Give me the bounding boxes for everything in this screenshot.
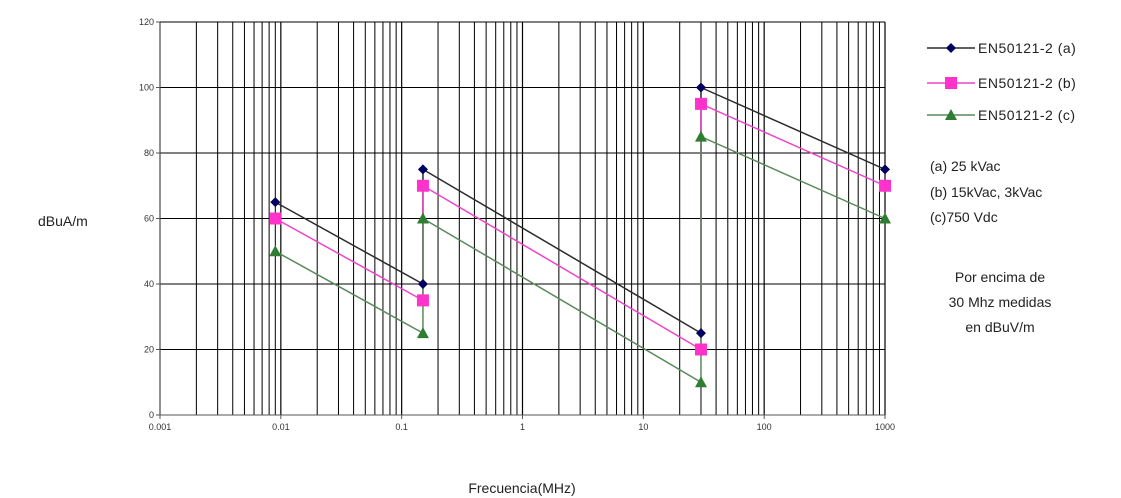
- series-c-point: [694, 376, 707, 388]
- legend-marker-c: [945, 109, 957, 120]
- series-a-point: [880, 164, 890, 175]
- series-a-point: [417, 164, 428, 175]
- y-tick-label: 0: [149, 410, 154, 420]
- series-b-point: [416, 294, 429, 307]
- y-tick-label: 100: [139, 83, 154, 93]
- series-c-segment: [274, 250, 424, 334]
- series-b-segment: [422, 185, 702, 351]
- series-b-point: [416, 179, 429, 192]
- series-b-segment: [274, 217, 424, 302]
- legend: EN50121-2 (a) EN50121-2 (b) EN50121-2 (c): [927, 40, 1076, 123]
- series-a-segment: [422, 168, 702, 334]
- legend-marker-b: [945, 77, 957, 89]
- x-tick-label: 0.01: [272, 422, 290, 432]
- note-voltage-c: (c)750 Vdc: [930, 209, 998, 225]
- y-tick-label: 20: [144, 345, 154, 355]
- series-b-segment: [700, 103, 886, 187]
- voltage-notes: (a) 25 kVac (b) 15kVac, 3kVac (c)750 Vdc: [930, 158, 1042, 225]
- series-a-point: [695, 328, 706, 339]
- note-voltage-b: (b) 15kVac, 3kVac: [930, 184, 1042, 200]
- y-tick-label: 40: [144, 279, 154, 289]
- x-tick-label: 100: [757, 422, 772, 432]
- note-measurement-line-1: Por encima de: [955, 269, 1045, 285]
- y-axis-title: dBuA/m: [38, 213, 88, 229]
- series-c-point: [416, 327, 429, 339]
- series-b-point: [269, 212, 282, 225]
- legend-label-a: EN50121-2 (a): [978, 40, 1076, 56]
- series-b-point: [694, 343, 707, 356]
- legend-label-c: EN50121-2 (c): [978, 107, 1076, 123]
- series-a-point: [270, 197, 281, 208]
- series-a-segment: [700, 86, 886, 171]
- note-measurement-line-3: en dBuV/m: [965, 319, 1034, 335]
- x-tick-label: 1000: [875, 422, 895, 432]
- series-c-point: [879, 212, 891, 224]
- tick-labels: 0 20 40 60 80 100 120 0.001 0.01 0.1 1 10 100 1000: [139, 17, 895, 432]
- x-tick-label: 0.1: [395, 422, 408, 432]
- series-a-point: [417, 279, 428, 289]
- series-b-point: [879, 179, 891, 192]
- x-tick-label: 0.001: [149, 422, 172, 432]
- series-c-point: [416, 212, 429, 224]
- grid: [159, 21, 886, 416]
- legend-marker-a: [946, 43, 956, 53]
- note-measurement-line-2: 30 Mhz medidas: [949, 294, 1052, 310]
- note-voltage-a: (a) 25 kVac: [930, 158, 1001, 174]
- legend-label-b: EN50121-2 (b): [978, 75, 1076, 91]
- series-c-segment: [700, 135, 886, 220]
- series-b-point: [694, 97, 707, 110]
- series-c-point: [269, 245, 282, 257]
- series-a-point: [695, 82, 706, 93]
- axes: [156, 21, 886, 419]
- x-tick-label: 1: [520, 422, 525, 432]
- series-markers: [269, 82, 891, 388]
- measurement-note: Por encima de 30 Mhz medidas en dBuV/m: [949, 269, 1052, 335]
- y-tick-label: 60: [144, 214, 154, 224]
- y-tick-label: 80: [144, 148, 154, 158]
- x-axis-title: Frecuencia(MHz): [468, 480, 575, 496]
- series-c-segment: [422, 217, 702, 383]
- x-tick-label: 10: [638, 422, 648, 432]
- series-a-segment: [274, 201, 424, 285]
- y-tick-label: 120: [139, 17, 154, 27]
- series-c-point: [694, 130, 707, 142]
